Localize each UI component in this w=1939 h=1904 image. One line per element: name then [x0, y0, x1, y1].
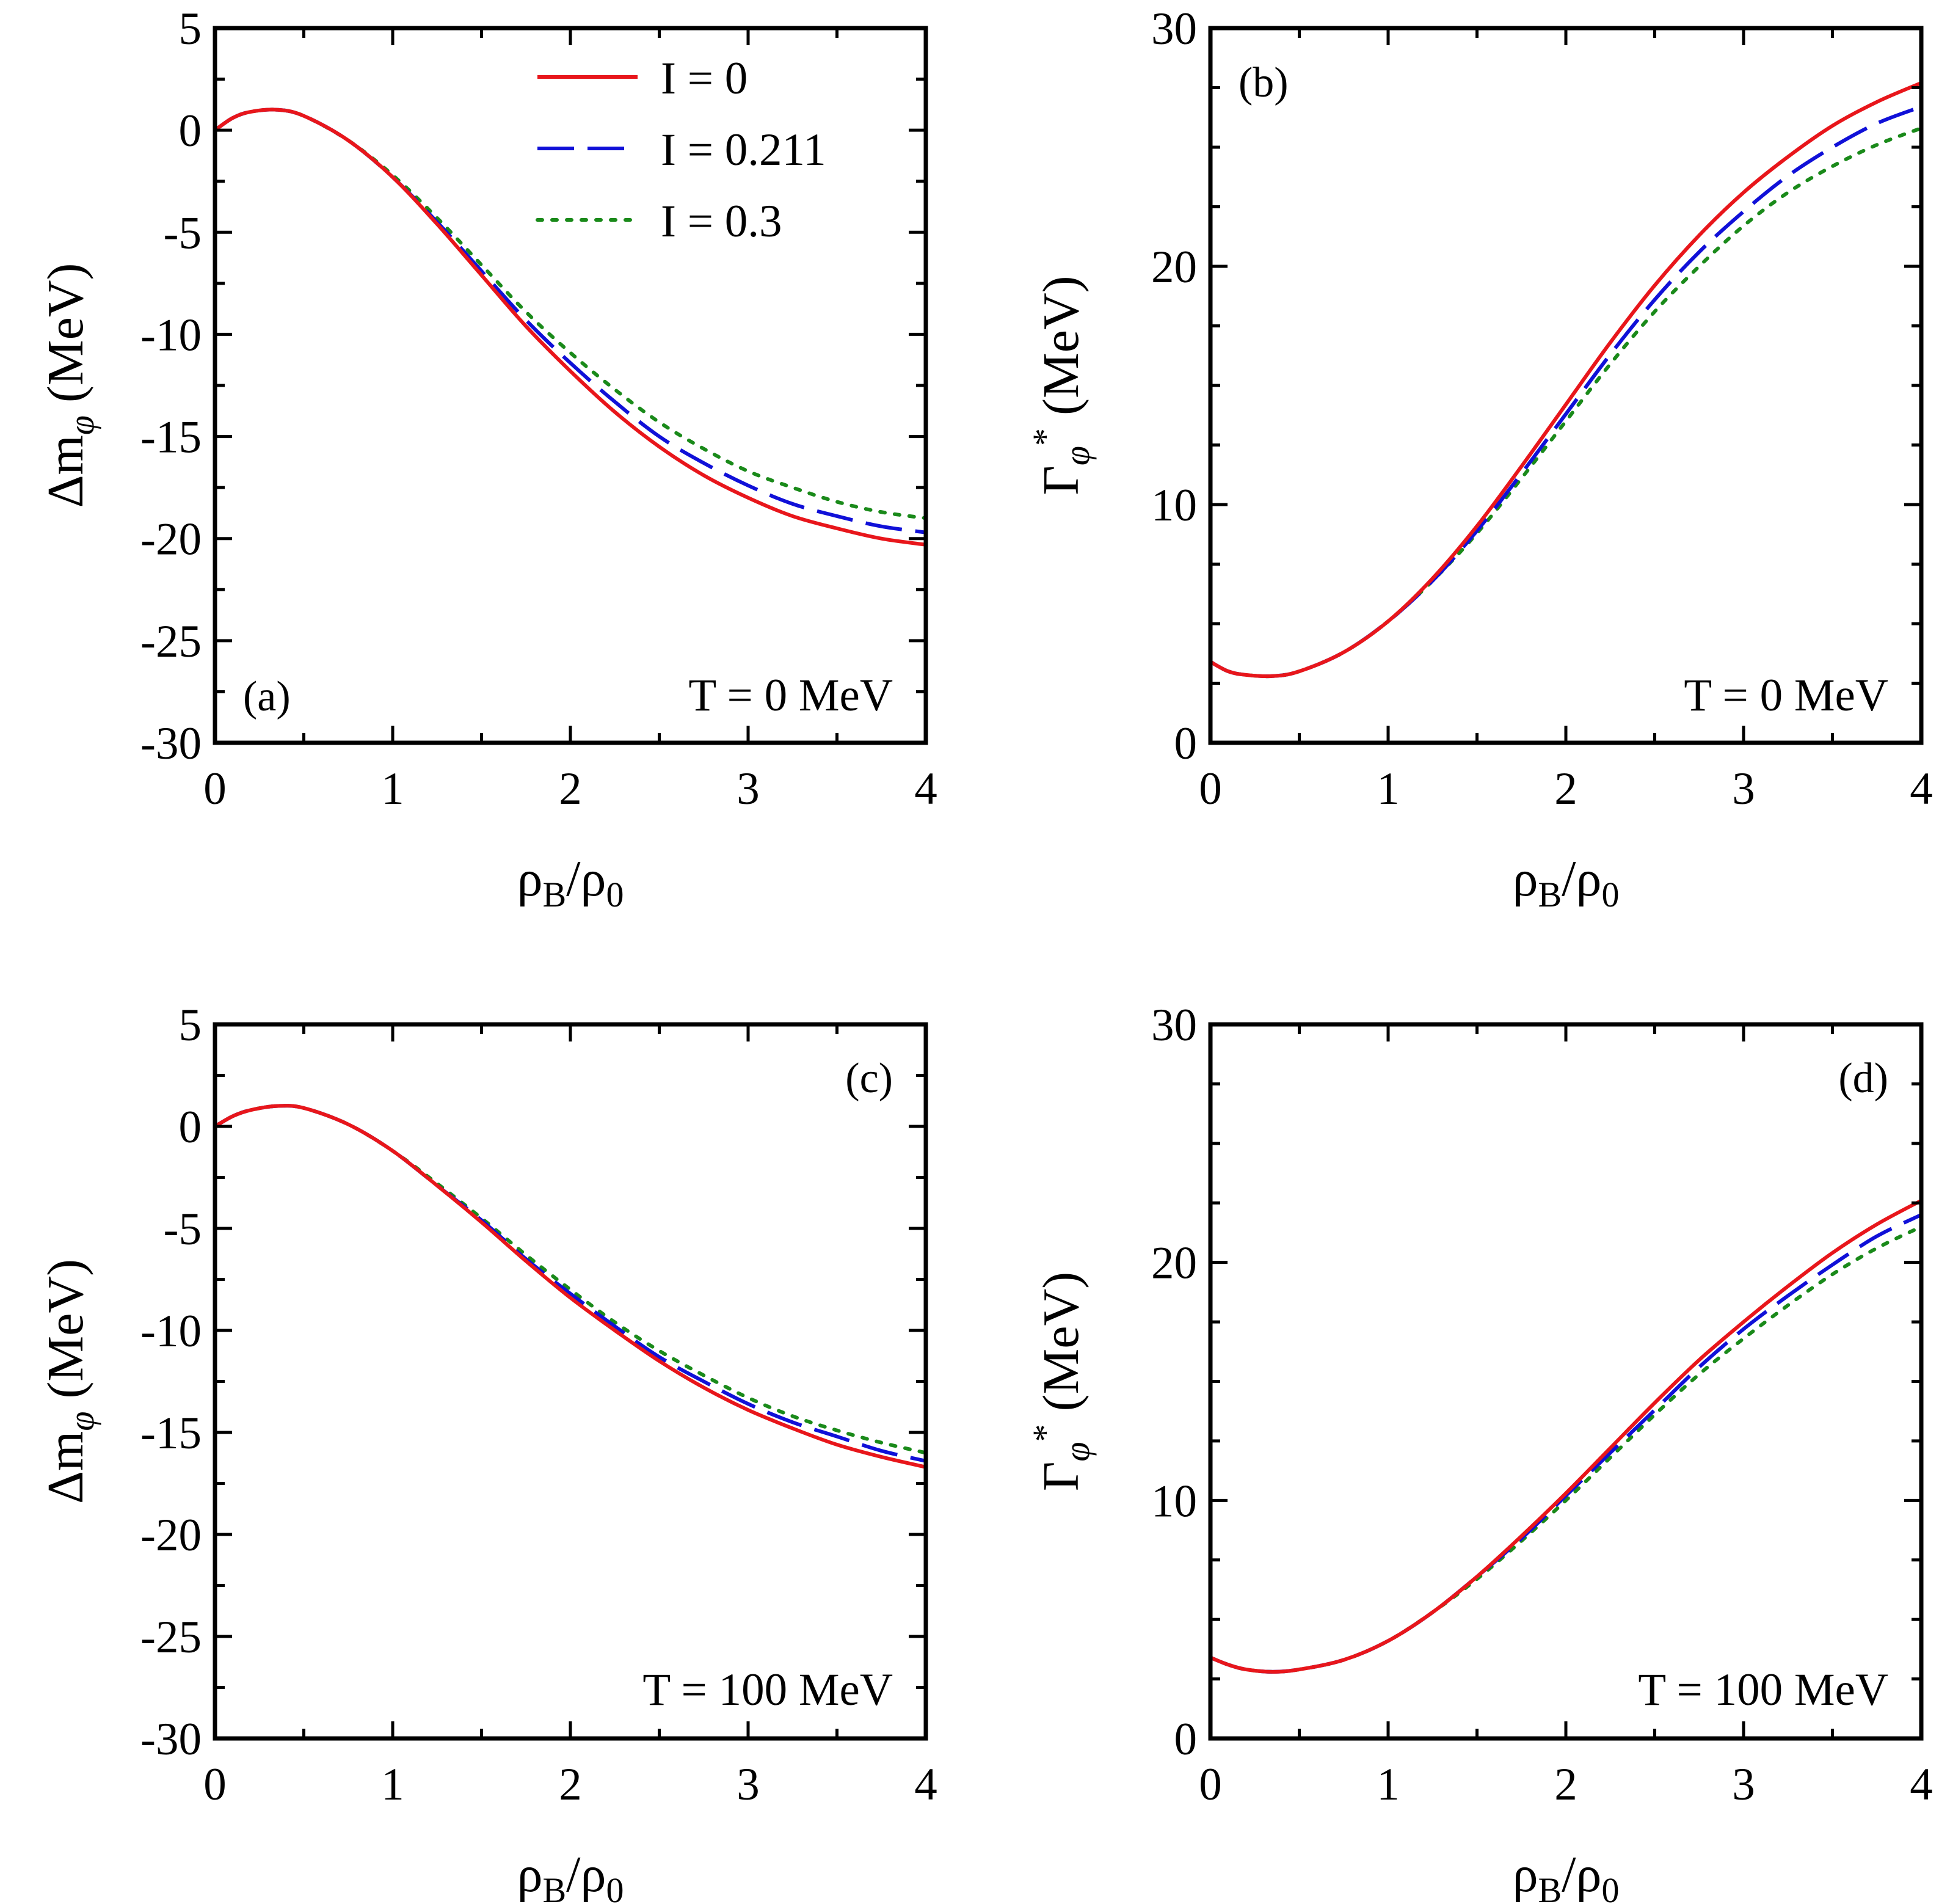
- panel-a-y-tick-label: 5: [179, 4, 202, 54]
- panel-c-y-tick-label: -10: [140, 1306, 202, 1357]
- panel-c-curves: [213, 1104, 928, 1469]
- panel-a-y-tick-label: -15: [140, 412, 202, 463]
- panel-d-y-tick-label: 30: [1151, 1000, 1197, 1051]
- panel-d-x-tick-label: 3: [1732, 1759, 1755, 1810]
- panel-c-y-tick-label: -25: [140, 1612, 202, 1663]
- panel-a-x-axis-title: ρB/ρ0: [517, 850, 624, 914]
- panel-d-x-tick-label: 2: [1554, 1759, 1577, 1810]
- panel-c-y-tick-label: -5: [164, 1204, 202, 1255]
- panel-a-y-tick-label: -10: [140, 310, 202, 360]
- panel-c-series-i03: [213, 1104, 928, 1455]
- panel-a: 0 1 2 3 4 -30 -25 -20 -15 -10 -5 0 5 (a) T = 0 MeV ρ…: [37, 4, 937, 914]
- panel-c-y-axis-title: Δmφ (MeV): [37, 1259, 101, 1504]
- panel-a-series-i0: [214, 108, 926, 547]
- panel-b-x-tick-label: 2: [1554, 764, 1577, 814]
- panel-b-x-tick-label: 3: [1732, 764, 1755, 814]
- panel-a-x-tick-label: 4: [914, 764, 937, 814]
- panel-b-x-axis-title: ρB/ρ0: [1513, 850, 1620, 914]
- panel-c: 0 1 2 3 4 -30 -25 -20 -15 -10 -5 0 5 (c) T = 100 MeV…: [37, 1000, 937, 1904]
- panel-c-x-tick-label: 4: [914, 1759, 937, 1810]
- panel-a-y-tick-label: -25: [140, 616, 202, 667]
- panel-b-y-tick-label: 20: [1151, 242, 1197, 293]
- panel-b-y-axis-title: Γφ* (MeV): [1025, 275, 1097, 495]
- panel-c-x-tick-label: 0: [203, 1759, 227, 1810]
- panel-b-temperature: T = 0 MeV: [1684, 670, 1888, 721]
- panel-a-y-tick-label: -20: [140, 514, 202, 565]
- panel-b-series-i0: [1209, 81, 1923, 679]
- panel-a-y-tick-label: 0: [179, 106, 202, 156]
- panel-a-y-tick-label: -5: [164, 208, 202, 258]
- panel-c-y-tick-label: -20: [140, 1510, 202, 1561]
- panel-b-series-i0211: [1209, 104, 1923, 679]
- panel-d-y-tick-label: 0: [1174, 1714, 1198, 1765]
- panel-a-y-tick-label: -30: [140, 718, 202, 769]
- panel-b-y-tick-label: 30: [1151, 4, 1197, 54]
- panel-c-series-i0: [214, 1104, 926, 1469]
- panel-b-label: (b): [1239, 59, 1289, 106]
- panel-b-curves: [1209, 81, 1923, 679]
- panel-c-x-tick-label: 3: [737, 1759, 760, 1810]
- panel-c-y-tick-label: 0: [179, 1102, 202, 1153]
- panel-a-label: (a): [243, 673, 291, 720]
- panel-d-x-tick-label: 0: [1199, 1759, 1222, 1810]
- panel-c-y-tick-label: 5: [179, 1000, 202, 1051]
- panel-a-curves: [213, 108, 928, 547]
- panel-d-x-tick-label: 4: [1910, 1759, 1933, 1810]
- panel-a-x-tick-label: 0: [203, 764, 227, 814]
- panel-d-y-tick-label: 10: [1151, 1476, 1197, 1526]
- panel-d-x-axis-title: ρB/ρ0: [1513, 1846, 1620, 1904]
- panel-a-y-axis-title: Δmφ (MeV): [37, 263, 101, 508]
- panel-c-temperature: T = 100 MeV: [642, 1665, 893, 1715]
- panel-d-y-tick-label: 20: [1151, 1238, 1197, 1289]
- panel-c-x-tick-label: 2: [559, 1759, 582, 1810]
- panel-b-x-tick-label: 0: [1199, 764, 1222, 814]
- panel-d-series-i0: [1209, 1198, 1923, 1674]
- panel-a-x-tick-label: 3: [737, 764, 760, 814]
- panel-c-x-axis-title: ρB/ρ0: [517, 1846, 624, 1904]
- legend: I = 0 I = 0.211 I = 0.3: [536, 53, 826, 247]
- panel-b: 0 1 2 3 4 0 10 20 30 (b) T = 0 MeV ρB/ρ0 Γφ* (Me…: [1025, 4, 1933, 914]
- panel-c-frame: [213, 1022, 928, 1741]
- panel-c-y-tick-label: -30: [140, 1714, 202, 1765]
- legend-label-i0: I = 0: [661, 53, 748, 104]
- panel-d-y-axis-title: Γφ* (MeV): [1025, 1272, 1097, 1491]
- panel-a-x-tick-label: 2: [559, 764, 582, 814]
- panel-d: 0 1 2 3 4 0 10 20 30 (d) T = 100 MeV ρB/ρ0 Γφ* (…: [1025, 1000, 1933, 1904]
- panel-b-x-tick-label: 1: [1377, 764, 1400, 814]
- panel-c-y-tick-label: -15: [140, 1408, 202, 1459]
- panel-a-temperature: T = 0 MeV: [688, 670, 893, 721]
- panel-d-temperature: T = 100 MeV: [1638, 1665, 1888, 1715]
- panel-a-x-tick-label: 1: [381, 764, 404, 814]
- panel-c-label: (c): [845, 1055, 893, 1102]
- panel-a-ticks: 0 1 2 3 4 -30 -25 -20 -15 -10 -5 0 5: [140, 4, 937, 814]
- panel-c-series-i0211: [214, 1104, 926, 1463]
- panel-d-series-i0211: [1209, 1213, 1923, 1674]
- panel-d-frame: [1208, 1022, 1924, 1741]
- panel-a-frame: [213, 26, 928, 745]
- panel-d-ticks: 0 1 2 3 4 0 10 20 30: [1151, 1000, 1933, 1810]
- panel-c-ticks: 0 1 2 3 4 -30 -25 -20 -15 -10 -5 0 5: [140, 1000, 937, 1810]
- panel-b-y-tick-label: 0: [1174, 718, 1198, 769]
- legend-label-i03: I = 0.3: [661, 196, 782, 247]
- panel-b-x-tick-label: 4: [1910, 764, 1933, 814]
- panel-d-x-tick-label: 1: [1377, 1759, 1400, 1810]
- panel-d-label: (d): [1838, 1055, 1888, 1102]
- panel-b-y-tick-label: 10: [1151, 480, 1197, 531]
- panel-b-frame: [1208, 26, 1924, 745]
- legend-label-i0211: I = 0.211: [661, 125, 826, 175]
- panel-d-series-i03: [1209, 1225, 1923, 1674]
- panel-c-x-tick-label: 1: [381, 1759, 404, 1810]
- panel-d-curves: [1209, 1198, 1923, 1674]
